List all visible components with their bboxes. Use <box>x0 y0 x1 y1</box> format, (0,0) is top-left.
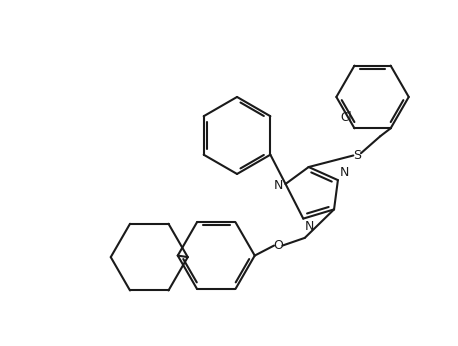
Text: N: N <box>274 179 283 192</box>
Text: S: S <box>353 149 361 162</box>
Text: N: N <box>305 220 314 233</box>
Text: O: O <box>273 239 283 252</box>
Text: N: N <box>339 166 349 179</box>
Text: Cl: Cl <box>341 111 352 125</box>
